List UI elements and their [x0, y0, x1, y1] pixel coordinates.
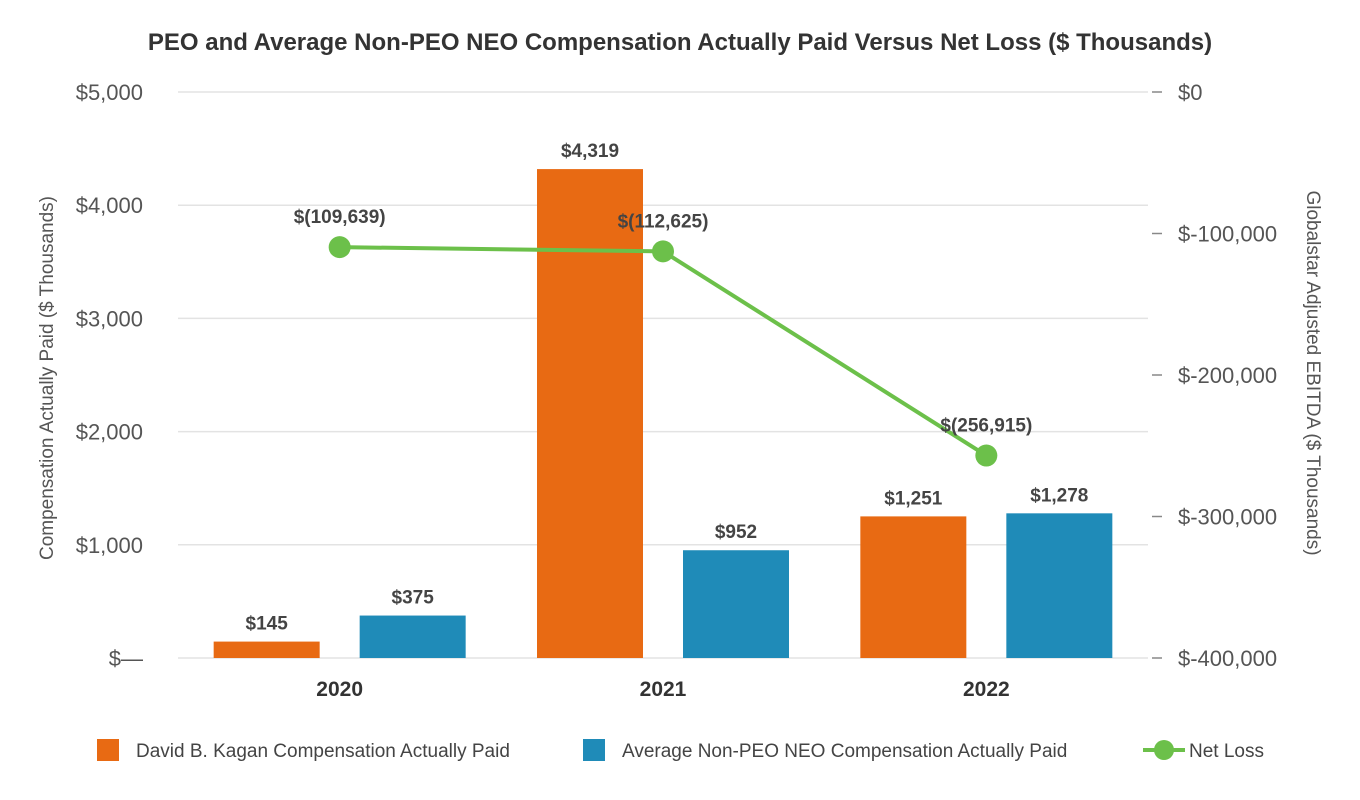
net-loss-point [328, 236, 351, 259]
bar [1006, 513, 1113, 658]
bar-value-label: $1,251 [884, 488, 943, 509]
net-loss-value-label: $(109,639) [294, 207, 386, 228]
right-tick-label: $0 [1178, 80, 1202, 105]
category-labels: 2020 2021 2022 [316, 678, 1009, 701]
left-axis-label: Compensation Actually Paid ($ Thousands) [37, 196, 58, 560]
bar-value-label: $952 [715, 522, 757, 543]
bar [683, 550, 789, 658]
chart-title: PEO and Average Non-PEO NEO Compensation… [148, 29, 1212, 56]
net-loss-line: $(109,639) $(112,625) $(256,915) [294, 207, 1032, 467]
bar-value-label: $375 [392, 588, 435, 609]
right-axis: $0 $-100,000 $-200,000 $-300,000 $-400,000 [1152, 80, 1277, 671]
bar-value-label: $4,319 [561, 141, 619, 162]
category-label: 2022 [963, 678, 1010, 701]
grid [178, 91, 1148, 659]
legend-label: Net Loss [1189, 741, 1264, 762]
left-tick-label: $5,000 [76, 80, 143, 105]
category-label: 2021 [640, 678, 687, 701]
bar-value-label: $1,278 [1030, 485, 1088, 506]
legend-swatch [583, 739, 605, 761]
left-tick-label: $— [109, 646, 143, 671]
bar [213, 641, 320, 658]
left-tick-label: $2,000 [76, 420, 143, 445]
legend-label: Average Non-PEO NEO Compensation Actuall… [622, 741, 1067, 762]
category-label: 2020 [316, 678, 363, 701]
right-tick-label: $-300,000 [1178, 505, 1277, 530]
left-tick-label: $4,000 [76, 193, 143, 218]
left-tick-label: $3,000 [76, 306, 143, 331]
bar [359, 615, 466, 658]
legend-marker [1154, 740, 1174, 760]
right-axis-label: Globalstar Adjusted EBITDA ($ Thousands) [1302, 190, 1323, 555]
legend-swatch [97, 739, 119, 761]
left-tick-label: $1,000 [76, 533, 143, 558]
bar-value-label: $145 [246, 614, 289, 635]
net-loss-value-label: $(112,625) [618, 211, 709, 232]
net-loss-point [975, 444, 998, 467]
net-loss-point [652, 240, 674, 263]
legend-label: David B. Kagan Compensation Actually Pai… [136, 741, 510, 762]
right-tick-label: $-100,000 [1178, 222, 1277, 247]
bar [537, 169, 643, 658]
legend: David B. Kagan Compensation Actually Pai… [97, 739, 1264, 762]
net-loss-polyline [339, 245, 988, 458]
net-loss-value-label: $(256,915) [940, 416, 1032, 437]
right-tick-label: $-200,000 [1178, 363, 1277, 388]
right-tick-label: $-400,000 [1178, 646, 1277, 671]
bar [860, 516, 967, 658]
left-axis: $— $1,000 $2,000 $3,000 $4,000 $5,000 [76, 80, 143, 671]
